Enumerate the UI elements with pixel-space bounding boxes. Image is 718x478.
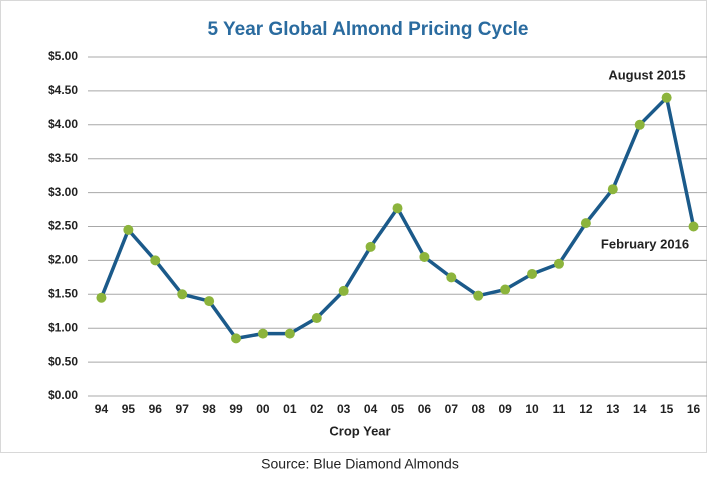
source: Source: Blue Diamond Almonds [261,456,459,472]
marker [500,284,511,295]
y-tick-label: $1.00 [48,320,78,334]
marker [473,290,484,301]
x-tick-label: 09 [498,402,512,416]
x-tick-label: 08 [472,402,486,416]
x-tick-label: 95 [122,402,136,416]
marker [150,255,161,266]
y-tick-label: $1.50 [48,286,78,300]
x-axis-label: Crop Year [329,423,390,438]
x-tick-label: 97 [176,402,190,416]
y-tick-label: $3.50 [48,151,78,165]
y-tick-label: $2.00 [48,253,78,267]
marker [204,296,215,307]
y-tick-label: $2.50 [48,219,78,233]
marker [284,328,295,339]
y-tick-label: $5.00 [48,49,78,63]
marker [365,241,376,252]
x-tick-label: 01 [283,402,297,416]
marker [553,258,564,269]
marker [338,285,349,296]
marker [311,313,322,324]
x-tick-label: 14 [633,402,647,416]
y-tick-label: $4.00 [48,117,78,131]
marker [661,92,672,103]
x-tick-label: 99 [229,402,243,416]
x-tick-label: 15 [660,402,674,416]
chart-title: 5 Year Global Almond Pricing Cycle [208,19,529,40]
x-tick-label: 06 [418,402,432,416]
x-tick-label: 10 [525,402,539,416]
y-tick-label: $0.50 [48,354,78,368]
x-tick-label: 96 [149,402,163,416]
x-tick-label: 13 [606,402,620,416]
y-tick-label: $4.50 [48,83,78,97]
marker [257,328,268,339]
x-tick-label: 00 [256,402,270,416]
x-tick-label: 12 [579,402,593,416]
marker [177,289,188,300]
x-tick-label: 94 [95,402,109,416]
annotation: February 2016 [601,236,689,251]
x-tick-label: 07 [445,402,459,416]
marker [231,333,242,344]
x-tick-label: 16 [687,402,701,416]
marker [580,218,591,229]
x-tick-label: 98 [202,402,216,416]
y-tick-label: $0.00 [48,388,78,402]
marker [607,184,618,195]
marker [634,119,645,130]
x-tick-label: 04 [364,402,378,416]
marker [419,252,430,263]
marker [392,203,403,214]
x-tick-label: 05 [391,402,405,416]
y-tick-label: $3.00 [48,185,78,199]
annotation: August 2015 [608,67,685,82]
line [99,95,696,341]
marker [123,224,134,235]
marker [688,221,699,232]
marker [527,268,538,279]
x-tick-label: 11 [553,402,566,416]
marker [446,272,457,283]
marker [96,292,107,303]
x-tick-label: 03 [337,402,351,416]
x-tick-label: 02 [310,402,324,416]
